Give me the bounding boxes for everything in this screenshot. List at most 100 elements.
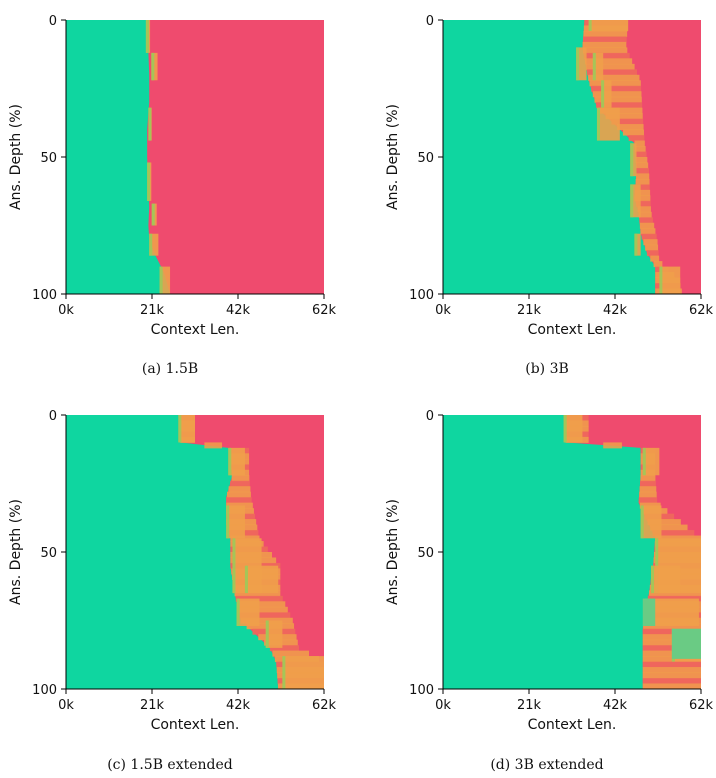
partial-cell-edge: [228, 447, 232, 476]
partial-cell: [576, 47, 587, 81]
partial-cell: [634, 189, 651, 196]
x-tick-label: 0k: [435, 698, 451, 713]
heatmap-panel-1: 0k 21k 42k 62k 0 50 100 Context Len. Ans. Depth …: [385, 14, 714, 377]
partial-cell: [636, 173, 650, 180]
partial-cell: [639, 222, 655, 229]
x-tick-label: 21k: [517, 303, 542, 318]
partial-cell: [651, 565, 681, 594]
partial-cell-edge: [159, 266, 163, 294]
partial-cell: [226, 491, 251, 498]
partial-cell: [226, 505, 245, 539]
partial-cell-edge: [178, 415, 182, 443]
x-tick-label: 42k: [603, 698, 628, 713]
y-tick-label: 0: [49, 14, 57, 29]
y-tick-label: 100: [32, 683, 57, 698]
partial-cell: [640, 475, 656, 482]
partial-cell: [640, 480, 656, 487]
partial-cell: [228, 486, 251, 493]
partial-cell: [643, 239, 658, 246]
partial-cell-edge: [244, 565, 248, 594]
partial-cell: [638, 497, 658, 504]
partial-cell-edge: [655, 538, 659, 594]
partial-cell: [640, 228, 656, 235]
y-tick-label: 100: [409, 683, 434, 698]
partial-cell: [269, 645, 300, 652]
partial-cell-edge: [596, 107, 600, 141]
partial-cell: [230, 480, 250, 487]
partial-cell: [601, 80, 612, 108]
partial-cell-edge: [148, 107, 152, 141]
partial-cell: [634, 233, 641, 256]
partial-cell-edge: [236, 598, 240, 626]
partial-cell: [228, 447, 245, 476]
partial-cell: [231, 475, 250, 482]
partial-cell: [594, 96, 642, 103]
partial-cell-edge: [563, 415, 567, 443]
partial-cell-edge: [630, 184, 634, 218]
partial-cell: [659, 266, 681, 294]
partial-cell: [239, 612, 291, 619]
x-tick-label: 21k: [140, 698, 165, 713]
x-tick-label: 62k: [689, 303, 714, 318]
partial-cell: [622, 129, 644, 136]
pass-region: [443, 20, 656, 294]
y-tick-label: 50: [417, 151, 434, 166]
partial-cell-edge: [630, 143, 634, 177]
partial-cell-edge: [151, 203, 155, 226]
partial-cell-edge: [149, 233, 153, 256]
partial-cell: [583, 36, 627, 43]
partial-cell: [639, 491, 657, 498]
pass-region: [66, 415, 279, 689]
partial-cell: [585, 58, 633, 65]
partial-cell: [238, 606, 288, 613]
partial-cell: [650, 255, 660, 262]
partial-cell: [226, 497, 252, 504]
y-axis-label: Ans. Depth (%): [8, 499, 24, 605]
heatmap-panel-0: 0k 21k 42k 62k 0 50 100 Context Len. Ans. Depth …: [8, 14, 337, 377]
x-tick-label: 62k: [689, 698, 714, 713]
partial-cell: [642, 667, 701, 674]
panel-caption: (d) 3B extended: [490, 757, 603, 773]
x-tick-label: 0k: [435, 303, 451, 318]
x-tick-label: 42k: [226, 303, 251, 318]
light-cell: [671, 628, 701, 659]
partial-cell: [639, 217, 653, 224]
panel-caption: (a) 1.5B: [142, 361, 198, 377]
partial-cell: [582, 47, 628, 54]
partial-cell-edge: [282, 656, 286, 689]
partial-cell: [234, 590, 281, 597]
partial-cell-edge: [151, 52, 155, 81]
partial-cell-edge: [651, 565, 655, 594]
partial-cell: [642, 661, 701, 668]
partial-cell: [628, 135, 645, 142]
partial-cell: [149, 233, 159, 256]
partial-cell: [634, 146, 646, 153]
partial-cell: [282, 656, 324, 689]
partial-cell: [236, 598, 260, 626]
x-tick-label: 42k: [226, 698, 251, 713]
x-tick-label: 62k: [312, 303, 337, 318]
partial-cell: [611, 118, 644, 125]
y-tick-label: 100: [32, 288, 57, 303]
partial-cell: [159, 266, 171, 294]
partial-cell-edge: [265, 620, 269, 648]
x-tick-label: 21k: [517, 698, 542, 713]
panel-caption: (c) 1.5B extended: [107, 757, 233, 773]
partial-cell-edge: [659, 266, 663, 294]
partial-cell: [589, 80, 641, 87]
y-tick-label: 50: [40, 546, 57, 561]
partial-cell: [596, 102, 643, 109]
partial-cell: [646, 250, 659, 257]
y-axis-label: Ans. Depth (%): [385, 499, 401, 605]
partial-cell: [592, 52, 604, 81]
partial-cell: [636, 200, 651, 207]
partial-cell: [636, 162, 649, 169]
partial-cell: [617, 124, 644, 131]
partial-cell: [630, 184, 641, 218]
y-tick-label: 0: [426, 409, 434, 424]
partial-cell: [635, 151, 647, 158]
partial-cell-edge: [145, 20, 149, 53]
partial-cell-edge: [601, 80, 605, 108]
partial-cell: [591, 85, 642, 92]
